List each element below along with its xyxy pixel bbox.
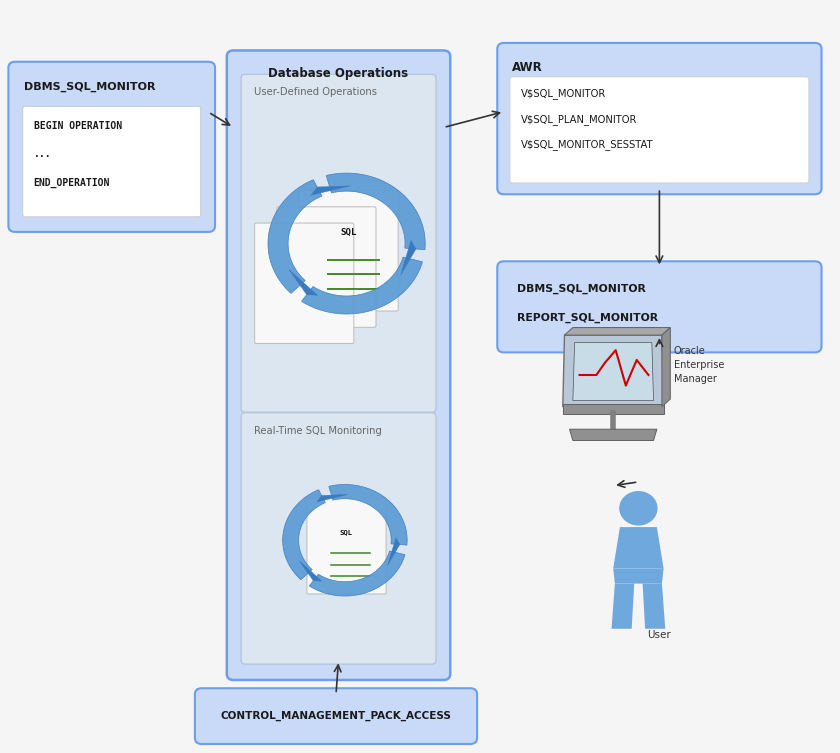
FancyBboxPatch shape xyxy=(299,191,398,311)
Text: DBMS_SQL_MONITOR: DBMS_SQL_MONITOR xyxy=(517,284,645,294)
FancyBboxPatch shape xyxy=(241,413,436,664)
Polygon shape xyxy=(643,584,665,629)
Text: DBMS_SQL_MONITOR: DBMS_SQL_MONITOR xyxy=(24,81,155,92)
Text: V$SQL_MONITOR_SESSTAT: V$SQL_MONITOR_SESSTAT xyxy=(521,139,654,150)
Text: AWR: AWR xyxy=(512,61,543,74)
Polygon shape xyxy=(328,484,407,545)
Text: V$SQL_MONITOR: V$SQL_MONITOR xyxy=(521,88,606,99)
Text: User: User xyxy=(648,630,671,640)
FancyBboxPatch shape xyxy=(497,261,822,352)
FancyBboxPatch shape xyxy=(497,43,822,194)
Polygon shape xyxy=(387,538,400,566)
FancyBboxPatch shape xyxy=(241,75,436,412)
Circle shape xyxy=(620,492,657,525)
Polygon shape xyxy=(613,527,664,569)
Text: Real-Time SQL Monitoring: Real-Time SQL Monitoring xyxy=(254,425,381,435)
Text: CONTROL_MANAGEMENT_PACK_ACCESS: CONTROL_MANAGEMENT_PACK_ACCESS xyxy=(221,711,451,721)
Text: SQL: SQL xyxy=(340,529,353,535)
Polygon shape xyxy=(302,257,423,314)
FancyBboxPatch shape xyxy=(255,223,354,343)
Polygon shape xyxy=(401,240,416,276)
FancyBboxPatch shape xyxy=(227,50,450,680)
Text: Oracle
Enterprise
Manager: Oracle Enterprise Manager xyxy=(674,346,724,384)
FancyBboxPatch shape xyxy=(277,207,376,328)
Text: REPORT_SQL_MONITOR: REPORT_SQL_MONITOR xyxy=(517,312,658,323)
FancyBboxPatch shape xyxy=(195,688,477,744)
Polygon shape xyxy=(309,551,405,596)
Text: SQL: SQL xyxy=(340,228,357,237)
Polygon shape xyxy=(563,404,664,414)
Polygon shape xyxy=(312,186,350,195)
FancyBboxPatch shape xyxy=(23,106,201,217)
Text: Database Operations: Database Operations xyxy=(269,67,408,80)
Polygon shape xyxy=(268,180,322,294)
FancyBboxPatch shape xyxy=(8,62,215,232)
FancyBboxPatch shape xyxy=(307,498,386,594)
Polygon shape xyxy=(573,343,654,401)
Text: V$SQL_PLAN_MONITOR: V$SQL_PLAN_MONITOR xyxy=(521,114,638,124)
Polygon shape xyxy=(662,328,670,407)
Polygon shape xyxy=(570,429,657,441)
Text: User-Defined Operations: User-Defined Operations xyxy=(254,87,376,97)
Polygon shape xyxy=(289,270,318,295)
Polygon shape xyxy=(613,569,664,584)
Text: END_OPERATION: END_OPERATION xyxy=(34,178,110,188)
Text: BEGIN OPERATION: BEGIN OPERATION xyxy=(34,120,122,131)
Polygon shape xyxy=(299,561,322,581)
Polygon shape xyxy=(317,495,348,502)
FancyBboxPatch shape xyxy=(510,77,809,183)
Polygon shape xyxy=(612,584,634,629)
Text: ...: ... xyxy=(34,149,51,160)
Polygon shape xyxy=(563,335,664,407)
Polygon shape xyxy=(326,173,425,250)
Polygon shape xyxy=(283,489,325,580)
Polygon shape xyxy=(564,328,670,335)
